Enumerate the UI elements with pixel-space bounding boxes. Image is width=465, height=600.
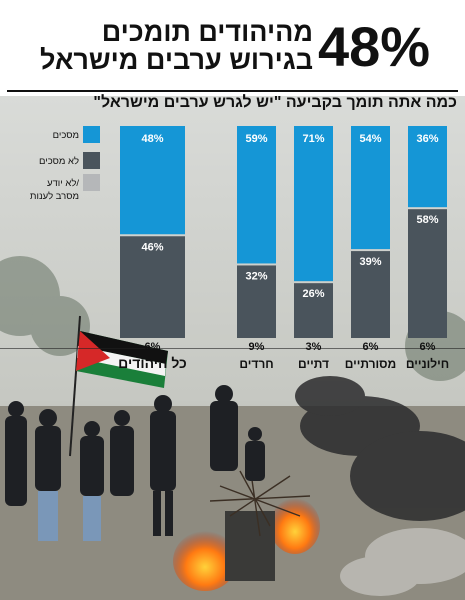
legend-label: מסכים: [53, 130, 79, 141]
legend-swatch: [83, 152, 100, 169]
bar-value-unknown: 6%: [420, 341, 436, 353]
bar-agree: [120, 126, 185, 235]
category-label: חילוניים: [406, 357, 449, 368]
category-label: חרדים: [239, 357, 273, 368]
legend-swatch: [83, 174, 100, 191]
bar-value-agree: 59%: [245, 133, 267, 145]
bar-value-disagree: 46%: [141, 241, 163, 253]
bar-value-unknown: 6%: [145, 341, 161, 353]
bar-value-agree: 54%: [359, 133, 381, 145]
bar-agree: [408, 126, 447, 208]
legend-label: לא יודע/: [47, 177, 79, 189]
bar-value-disagree: 26%: [302, 288, 324, 300]
bar-agree: [294, 126, 333, 282]
bar-value-agree: 48%: [141, 133, 163, 145]
bar-disagree: [120, 236, 185, 338]
bar-value-unknown: 3%: [306, 341, 322, 353]
headline-divider: [7, 90, 458, 92]
headline-percent: 48%: [318, 15, 431, 78]
legend-swatch: [83, 126, 100, 143]
bar-value-unknown: 6%: [363, 341, 379, 353]
bar-disagree: [237, 265, 276, 338]
headline-line-2: בגירוש ערבים מישראל: [40, 45, 313, 75]
headline-line-1: מהיהודים תומכים: [101, 17, 313, 47]
bar-disagree: [408, 209, 447, 338]
bar-value-unknown: 9%: [249, 341, 265, 353]
category-label: כל היהודים: [118, 355, 187, 368]
survey-question: כמה אתה תומך בקביעה "יש לגרש ערבים מישרא…: [93, 94, 457, 111]
bar-value-agree: 36%: [416, 133, 438, 145]
bar-agree: [351, 126, 390, 250]
category-label: דתיים: [298, 357, 329, 368]
bar-disagree: [294, 283, 333, 338]
bar-disagree: [351, 251, 390, 338]
bar-value-agree: 71%: [302, 133, 324, 145]
bar-value-disagree: 39%: [359, 256, 381, 268]
bar-value-disagree: 58%: [416, 214, 438, 226]
stacked-bar-chart: 48% 46% 6% כל היהודים 59% 32% 9% חרדים 71% 26% 3% ד…: [30, 126, 449, 368]
legend-label: לא מסכים: [39, 155, 79, 167]
bar-agree: [237, 126, 276, 264]
bar-value-disagree: 32%: [245, 270, 267, 282]
category-label: מסורתיים: [345, 357, 397, 368]
legend-label: מסרב לענות: [30, 190, 79, 202]
